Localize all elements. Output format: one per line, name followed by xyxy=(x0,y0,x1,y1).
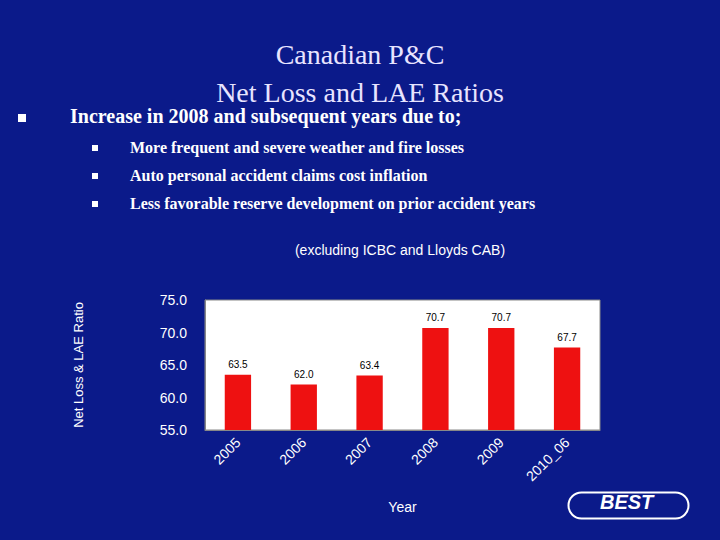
svg-text:67.7: 67.7 xyxy=(557,332,577,343)
svg-text:65.0: 65.0 xyxy=(160,357,187,373)
svg-text:Less favorable reserve develop: Less favorable reserve development on pr… xyxy=(130,195,535,213)
svg-text:60.0: 60.0 xyxy=(160,390,187,406)
svg-text:Canadian P&C: Canadian P&C xyxy=(276,39,445,70)
svg-text:2005: 2005 xyxy=(210,434,243,467)
svg-text:Net Loss and LAE Ratios: Net Loss and LAE Ratios xyxy=(216,77,504,108)
svg-text:75.0: 75.0 xyxy=(160,292,187,308)
svg-text:2008: 2008 xyxy=(408,434,441,467)
svg-text:Net Loss & LAE Ratio: Net Loss & LAE Ratio xyxy=(71,302,86,428)
svg-text:2010_06: 2010_06 xyxy=(523,434,573,484)
svg-text:63.4: 63.4 xyxy=(360,360,380,371)
svg-text:2006: 2006 xyxy=(276,434,309,467)
svg-text:BEST: BEST xyxy=(600,491,655,513)
svg-text:Increase in 2008 and subsequen: Increase in 2008 and subsequent years du… xyxy=(70,105,461,128)
svg-text:More frequent and severe weath: More frequent and severe weather and fir… xyxy=(130,139,464,157)
svg-text:2007: 2007 xyxy=(342,434,375,467)
svg-text:55.0: 55.0 xyxy=(160,422,187,438)
svg-text:(excluding ICBC and Lloyds CAB: (excluding ICBC and Lloyds CAB) xyxy=(295,242,505,258)
svg-text:63.5: 63.5 xyxy=(228,359,248,370)
svg-text:70.0: 70.0 xyxy=(160,325,187,341)
svg-text:2009: 2009 xyxy=(474,434,507,467)
svg-text:70.7: 70.7 xyxy=(426,312,446,323)
svg-text:70.7: 70.7 xyxy=(492,312,512,323)
svg-text:62.0: 62.0 xyxy=(294,369,314,380)
svg-text:Auto personal accident claims: Auto personal accident claims cost infla… xyxy=(130,167,427,185)
svg-text:Year: Year xyxy=(388,499,417,515)
